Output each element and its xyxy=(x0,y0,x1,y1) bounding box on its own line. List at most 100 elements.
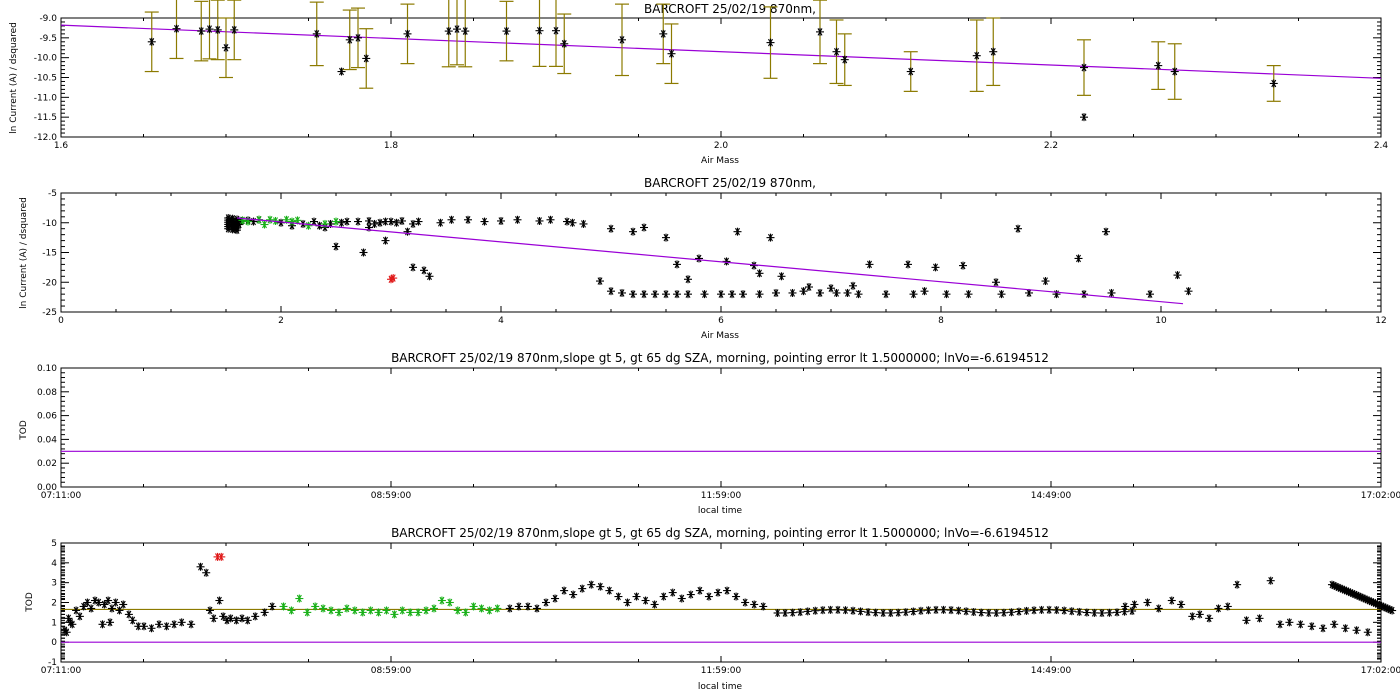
data-point xyxy=(722,257,731,266)
panel-1-xlabel: Air Mass xyxy=(701,156,739,166)
tod-point xyxy=(1022,606,1031,615)
tod-point xyxy=(243,616,252,625)
data-point xyxy=(1080,113,1088,122)
fit-line xyxy=(236,217,1184,305)
data-point xyxy=(359,248,368,257)
data-point xyxy=(695,254,703,263)
data-point xyxy=(673,260,681,269)
data-point xyxy=(464,215,472,224)
tod-point-green xyxy=(311,602,320,611)
tod-point-green xyxy=(406,608,415,617)
tod-point xyxy=(984,608,993,617)
tod-point xyxy=(1363,628,1372,637)
data-point xyxy=(233,226,241,235)
data-point xyxy=(728,290,736,299)
tod-point xyxy=(650,600,659,609)
data-point xyxy=(959,261,967,270)
data-point xyxy=(832,47,841,56)
tod-point xyxy=(1130,600,1139,609)
tod-point xyxy=(139,622,148,631)
tod-point xyxy=(677,594,686,603)
tod-point xyxy=(72,606,81,615)
tod-point xyxy=(1060,606,1069,615)
data-point xyxy=(444,27,453,36)
tod-point xyxy=(969,607,978,616)
tod-point xyxy=(856,607,865,616)
tod-point xyxy=(781,608,790,617)
tod-point xyxy=(104,596,113,605)
panel-2-ytick: -10 xyxy=(42,219,57,229)
data-point xyxy=(436,218,445,227)
data-point xyxy=(920,287,929,296)
data-point xyxy=(662,290,670,299)
data-point xyxy=(865,260,874,269)
data-point xyxy=(535,216,544,225)
tod-point xyxy=(79,602,88,611)
tod-point-green xyxy=(327,606,336,615)
tod-point-green xyxy=(374,608,383,617)
data-point xyxy=(546,215,555,224)
data-point xyxy=(497,216,505,225)
tod-point xyxy=(871,608,880,617)
tod-point xyxy=(238,614,247,623)
panel-2-title: BARCROFT 25/02/19 870nm, xyxy=(644,176,816,190)
tod-point xyxy=(750,600,759,609)
data-point xyxy=(854,290,863,299)
data-point xyxy=(684,290,692,299)
tod-point xyxy=(94,598,103,607)
data-point xyxy=(381,217,390,226)
data-point xyxy=(659,29,668,38)
data-point xyxy=(607,287,615,296)
data-point xyxy=(717,290,725,299)
panel-1-ytick: -11.5 xyxy=(34,113,57,123)
tod-point-green xyxy=(485,606,494,615)
tod-point xyxy=(796,608,805,617)
tod-point xyxy=(115,606,124,615)
panel-3-xtick: 08:59:00 xyxy=(371,491,412,501)
data-point xyxy=(1014,224,1022,233)
panel-3-ytick: 0.08 xyxy=(37,388,57,398)
data-point xyxy=(673,290,681,299)
tod-point xyxy=(1128,606,1137,615)
tod-point xyxy=(1307,622,1316,631)
data-point xyxy=(563,217,571,226)
data-point xyxy=(618,288,626,297)
panel-4-xtick: 17:02:00 xyxy=(1361,666,1400,676)
tod-point xyxy=(1330,620,1339,629)
panel-1-xtick: 1.8 xyxy=(384,141,399,151)
data-point xyxy=(513,215,522,224)
panel-3-xtick: 14:49:00 xyxy=(1031,491,1072,501)
data-point xyxy=(816,27,824,36)
tod-point-green xyxy=(461,608,470,617)
tod-point xyxy=(124,610,133,619)
tod-point-green xyxy=(445,598,454,607)
data-point-green xyxy=(288,217,296,226)
tod-point-green xyxy=(279,602,288,611)
data-point xyxy=(832,288,841,297)
data-point xyxy=(1107,288,1116,297)
tod-point xyxy=(1205,614,1214,623)
tod-point xyxy=(107,604,116,613)
panel-4-frame xyxy=(60,542,1382,663)
panel-3-ytick: 0.02 xyxy=(37,459,57,469)
data-point xyxy=(972,51,981,60)
data-point xyxy=(387,217,395,226)
tod-point xyxy=(641,596,650,605)
tod-point xyxy=(232,616,241,625)
data-point xyxy=(337,67,346,76)
tod-point xyxy=(215,596,224,605)
data-point xyxy=(992,278,1000,287)
tod-point xyxy=(251,612,260,621)
data-point xyxy=(453,25,461,34)
tod-point-green xyxy=(429,604,438,613)
tod-point xyxy=(177,618,186,627)
tod-point xyxy=(811,606,820,615)
tod-point xyxy=(1195,610,1204,619)
panel-4-ytick: 1 xyxy=(51,618,57,628)
tod-point xyxy=(569,590,578,599)
data-point xyxy=(629,227,637,236)
tod-point xyxy=(219,612,228,621)
tod-point xyxy=(833,605,842,614)
tod-point xyxy=(732,592,741,601)
